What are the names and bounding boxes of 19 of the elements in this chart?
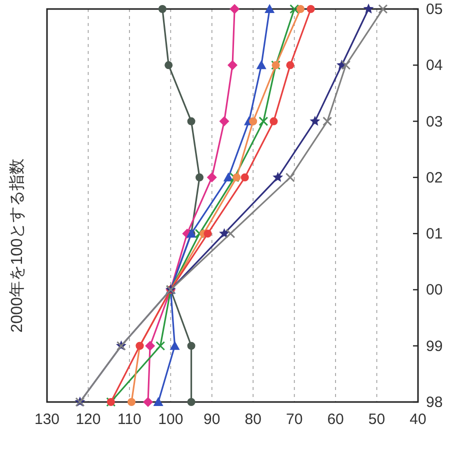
x-tick-label: 120	[76, 411, 101, 428]
y-tick-label: 00	[426, 282, 443, 299]
x-tick-label: 80	[244, 411, 262, 428]
x-tick-label: 130	[34, 411, 60, 428]
x-tick-label: 100	[158, 411, 184, 428]
x-tick-label: 70	[286, 411, 303, 428]
y-tick-label: 98	[426, 394, 443, 411]
y-tick-label: 04	[426, 57, 443, 74]
y-tick-label: 01	[426, 226, 443, 243]
x-tick-label: 60	[327, 411, 344, 428]
y-tick-label: 03	[426, 113, 443, 130]
x-tick-label: 90	[204, 411, 220, 428]
y-axis-title: 2000年を100とする指数	[8, 158, 26, 333]
y-tick-label: 05	[426, 1, 443, 18]
x-tick-label: 50	[368, 411, 386, 428]
x-tick-label: 110	[117, 411, 142, 428]
y-tick-label: 02	[426, 169, 443, 186]
y-tick-label: 99	[426, 338, 443, 355]
x-tick-label: 40	[410, 411, 426, 428]
